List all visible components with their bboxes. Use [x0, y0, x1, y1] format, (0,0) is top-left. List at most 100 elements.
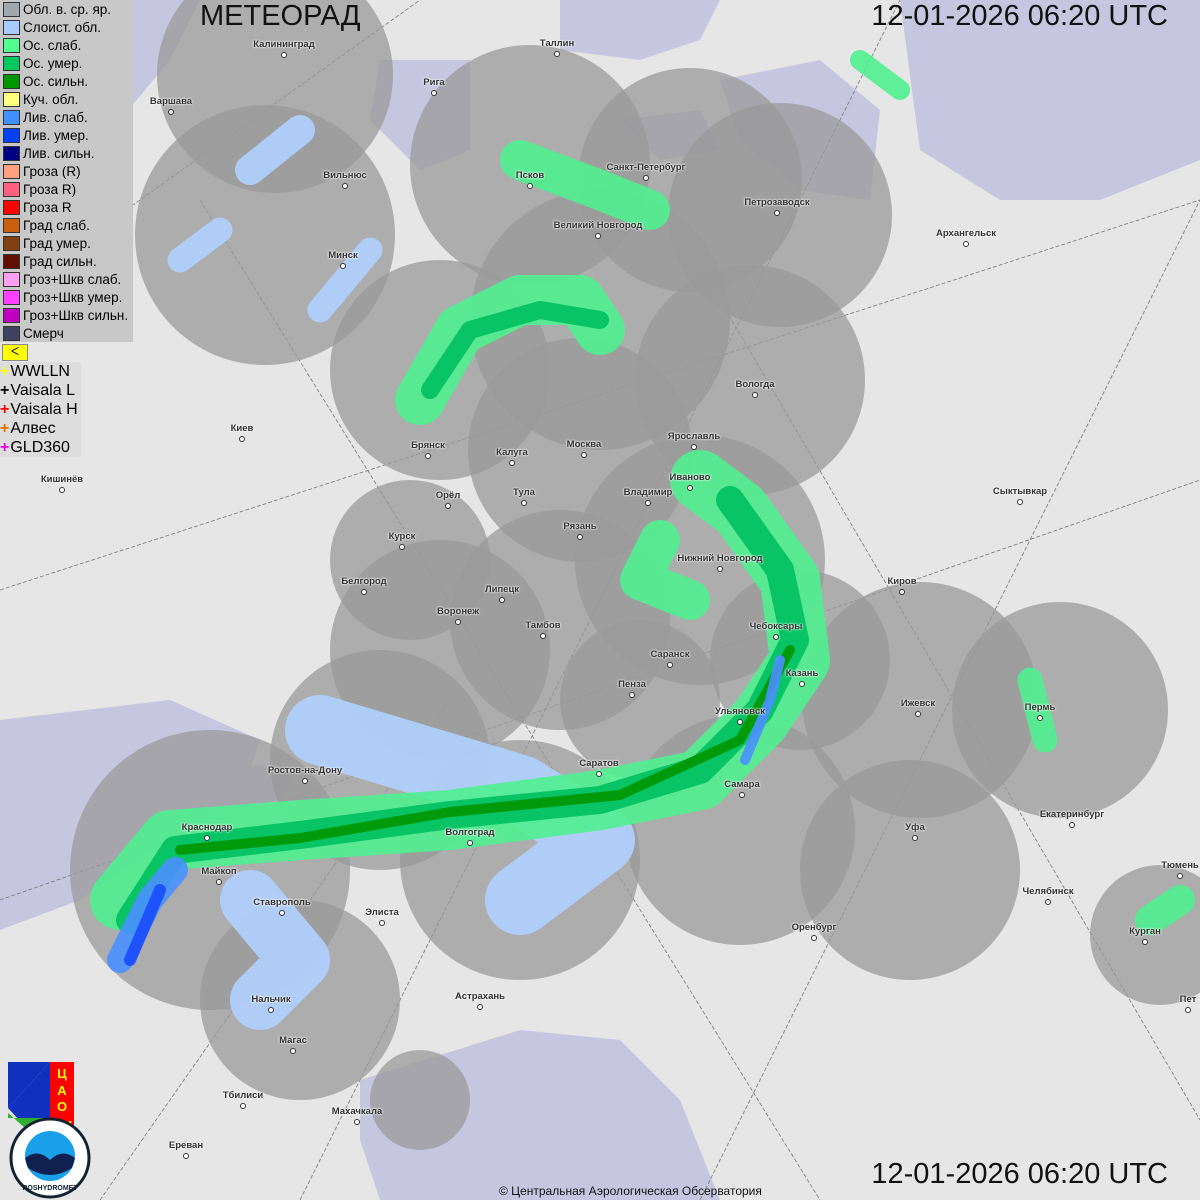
legend-item: Гроз+Шкв умер.	[0, 288, 133, 306]
logos: Ц А О 1941 ROSHYDROMET	[8, 1062, 91, 1199]
city-label: Воронеж	[437, 606, 479, 617]
city-marker	[667, 662, 673, 668]
precipitation-area	[235, 115, 315, 185]
legend-label: Куч. обл.	[23, 91, 79, 107]
city-marker	[1177, 873, 1183, 879]
city-marker	[354, 1119, 360, 1125]
city-label: Элиста	[365, 907, 399, 918]
city-label: Ставрополь	[253, 897, 311, 908]
city-label: Екатеринбург	[1039, 809, 1105, 820]
city-marker	[425, 453, 431, 459]
city-marker	[361, 589, 367, 595]
lightning-legend-item: +WWLLN	[0, 362, 78, 381]
city-marker	[431, 90, 437, 96]
city-label: Оренбург	[791, 922, 837, 933]
legend-item: Лив. слаб.	[0, 108, 133, 126]
legend-label: Гроза R	[23, 199, 72, 215]
legend-item: Град слаб.	[0, 216, 133, 234]
city-marker	[302, 778, 308, 784]
city-marker	[643, 175, 649, 181]
radar-circle	[800, 760, 1020, 980]
city-marker	[645, 500, 651, 506]
city-label: Челябинск	[1022, 886, 1074, 897]
legend-swatch	[3, 235, 20, 251]
legend-label: Град сильн.	[23, 253, 97, 269]
city-label: Нальчик	[251, 994, 291, 1005]
copyright: © Центральная Аэрологическая Обсерватори…	[499, 1184, 762, 1198]
city-marker	[963, 241, 969, 247]
city-label: Рига	[423, 77, 445, 88]
legend-label: Град слаб.	[23, 217, 90, 233]
legend-item: Гроза (R)	[0, 162, 133, 180]
svg-text:Ц: Ц	[57, 1066, 67, 1081]
precipitation-area	[307, 237, 383, 323]
precipitation-legend: Обл. в. ср. яр. Слоист. обл. Ос. слаб. Ос. …	[0, 0, 133, 342]
city-marker	[1045, 899, 1051, 905]
city-label: Магас	[279, 1035, 307, 1046]
svg-text:О: О	[57, 1099, 67, 1114]
lightning-toggle-button[interactable]: ᐸ	[2, 344, 28, 361]
lightning-cross-icon: +	[0, 401, 10, 418]
city-label: Саратов	[579, 758, 619, 769]
city-marker	[596, 771, 602, 777]
city-marker	[279, 910, 285, 916]
city-marker	[168, 109, 174, 115]
precipitation-area	[850, 50, 910, 100]
city-marker	[521, 500, 527, 506]
city-label: Петрозаводск	[744, 197, 810, 208]
city-label: Псков	[515, 170, 545, 181]
city-label: Тамбов	[525, 620, 561, 631]
city-label: Ярославль	[667, 431, 721, 442]
city-marker	[467, 840, 473, 846]
legend-item: Град сильн.	[0, 252, 133, 270]
city-label: Калуга	[496, 447, 528, 458]
lightning-legend: +WWLLN +Vaisala L +Vaisala H +Алвес +GLD360	[0, 362, 81, 457]
radar-circle	[952, 602, 1168, 818]
legend-swatch	[3, 37, 20, 53]
legend-swatch	[3, 145, 20, 161]
city-marker	[774, 210, 780, 216]
legend-label: Ос. умер.	[23, 55, 83, 71]
legend-swatch	[3, 271, 20, 287]
legend-label: Лив. слаб.	[23, 109, 88, 125]
gulf-of-finland	[560, 0, 720, 60]
legend-swatch	[3, 163, 20, 179]
city-marker	[342, 183, 348, 189]
city-label: Нижний Новгород	[677, 553, 763, 564]
legend-swatch	[3, 307, 20, 323]
city-marker	[581, 452, 587, 458]
lightning-legend-label: GLD360	[10, 439, 70, 456]
city-label: Казань	[785, 668, 819, 679]
precipitation-area	[124, 884, 166, 966]
city-marker	[799, 681, 805, 687]
legend-item: Гроза R	[0, 198, 133, 216]
svg-text:А: А	[57, 1083, 67, 1098]
legend-swatch	[3, 109, 20, 125]
city-label: Вильнюс	[323, 170, 367, 181]
city-marker	[554, 51, 560, 57]
legend-swatch	[3, 289, 20, 305]
lightning-cross-icon: +	[0, 363, 10, 380]
city-label: Минск	[328, 250, 358, 261]
lightning-legend-label: Vaisala H	[10, 401, 78, 418]
city-label: Ереван	[168, 1140, 204, 1151]
legend-item: Гроза R)	[0, 180, 133, 198]
city-marker	[1185, 1007, 1191, 1013]
city-label: Тбилиси	[222, 1090, 264, 1101]
city-label: Рязань	[563, 521, 597, 532]
precipitation-area	[740, 655, 785, 765]
legend-label: Гроз+Шкв умер.	[23, 289, 123, 305]
lightning-cross-icon: +	[0, 420, 10, 437]
legend-swatch	[3, 127, 20, 143]
legend-swatch	[3, 1, 20, 17]
city-marker	[499, 597, 505, 603]
legend-label: Лив. умер.	[23, 127, 89, 143]
city-label: Сыктывкар	[992, 486, 1048, 497]
city-marker	[752, 392, 758, 398]
city-label: Великий Новгород	[553, 220, 643, 231]
legend-item: Ос. умер.	[0, 54, 133, 72]
lightning-cross-icon: +	[0, 382, 10, 399]
precipitation-area	[620, 520, 710, 620]
city-label: Пет	[1179, 994, 1197, 1005]
